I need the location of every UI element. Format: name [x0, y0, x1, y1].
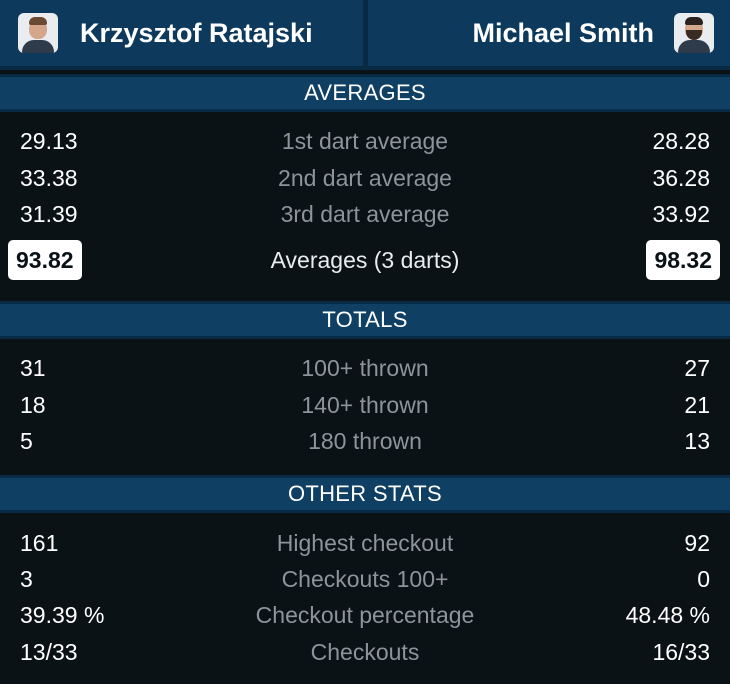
stat-left-value: 5 — [20, 428, 33, 454]
stat-label: 100+ thrown — [301, 355, 429, 381]
stat-right-average-badge: 98.32 — [646, 240, 720, 280]
player-right-name: Michael Smith — [472, 17, 654, 48]
stat-right-value: 27 — [684, 355, 710, 381]
stat-row-100-plus: 31 100+ thrown 27 — [0, 350, 730, 386]
stat-left-value: 29.13 — [20, 128, 78, 154]
stat-label: Checkout percentage — [255, 602, 475, 628]
stat-label: Checkouts 100+ — [281, 566, 449, 592]
stat-left-value: 3 — [20, 566, 33, 592]
stat-label: Checkouts — [310, 639, 420, 665]
player-right[interactable]: Michael Smith — [368, 0, 730, 66]
stat-left-average-badge: 93.82 — [8, 240, 82, 280]
stat-left-value: 39.39 % — [20, 602, 105, 628]
stat-row-3rd-dart-average: 31.39 3rd dart average 33.92 — [0, 196, 730, 232]
stat-row-2nd-dart-average: 33.38 2nd dart average 36.28 — [0, 160, 730, 196]
stat-right-value: 48.48 % — [625, 602, 710, 628]
player-left[interactable]: Krzysztof Ratajski — [0, 0, 363, 66]
stat-row-checkouts: 13/33 Checkouts 16/33 — [0, 634, 730, 670]
stat-label: 3rd dart average — [280, 201, 450, 227]
stat-right-value: 36.28 — [652, 165, 710, 191]
stat-label: 180 thrown — [308, 428, 422, 454]
section-totals-header: TOTALS — [0, 301, 730, 339]
stat-row-three-dart-average: 93.82 Averages (3 darts) 98.32 — [0, 240, 730, 280]
stat-label: Highest checkout — [276, 530, 454, 556]
players-header: Krzysztof Ratajski Michael Smith — [0, 0, 730, 70]
stat-right-value: 28.28 — [652, 128, 710, 154]
stat-label: Averages (3 darts) — [270, 247, 460, 273]
stat-row-140-plus: 18 140+ thrown 21 — [0, 387, 730, 423]
stat-left-value: 31.39 — [20, 201, 78, 227]
stat-row-highest-checkout: 161 Highest checkout 92 — [0, 525, 730, 561]
stat-row-180: 5 180 thrown 13 — [0, 423, 730, 459]
stat-right-value: 92 — [684, 530, 710, 556]
stat-left-value: 31 — [20, 355, 46, 381]
stat-label: 2nd dart average — [278, 165, 452, 191]
stat-row-checkouts-100-plus: 3 Checkouts 100+ 0 — [0, 561, 730, 597]
section-averages-header: AVERAGES — [0, 74, 730, 112]
player-left-name: Krzysztof Ratajski — [80, 17, 313, 48]
stat-label: 140+ thrown — [301, 392, 429, 418]
stat-right-value: 0 — [697, 566, 710, 592]
stat-right-value: 16/33 — [652, 639, 710, 665]
player-right-avatar — [674, 13, 714, 53]
stat-right-value: 13 — [684, 428, 710, 454]
stat-label: 1st dart average — [281, 128, 449, 154]
stat-left-value: 161 — [20, 530, 59, 556]
stat-row-checkout-percentage: 39.39 % Checkout percentage 48.48 % — [0, 597, 730, 633]
stat-right-value: 21 — [684, 392, 710, 418]
stat-left-value: 18 — [20, 392, 46, 418]
section-other-stats-header: OTHER STATS — [0, 475, 730, 513]
player-left-avatar — [18, 13, 58, 53]
stat-row-1st-dart-average: 29.13 1st dart average 28.28 — [0, 123, 730, 159]
stat-right-value: 33.92 — [652, 201, 710, 227]
stat-left-value: 33.38 — [20, 165, 78, 191]
stat-left-value: 13/33 — [20, 639, 78, 665]
